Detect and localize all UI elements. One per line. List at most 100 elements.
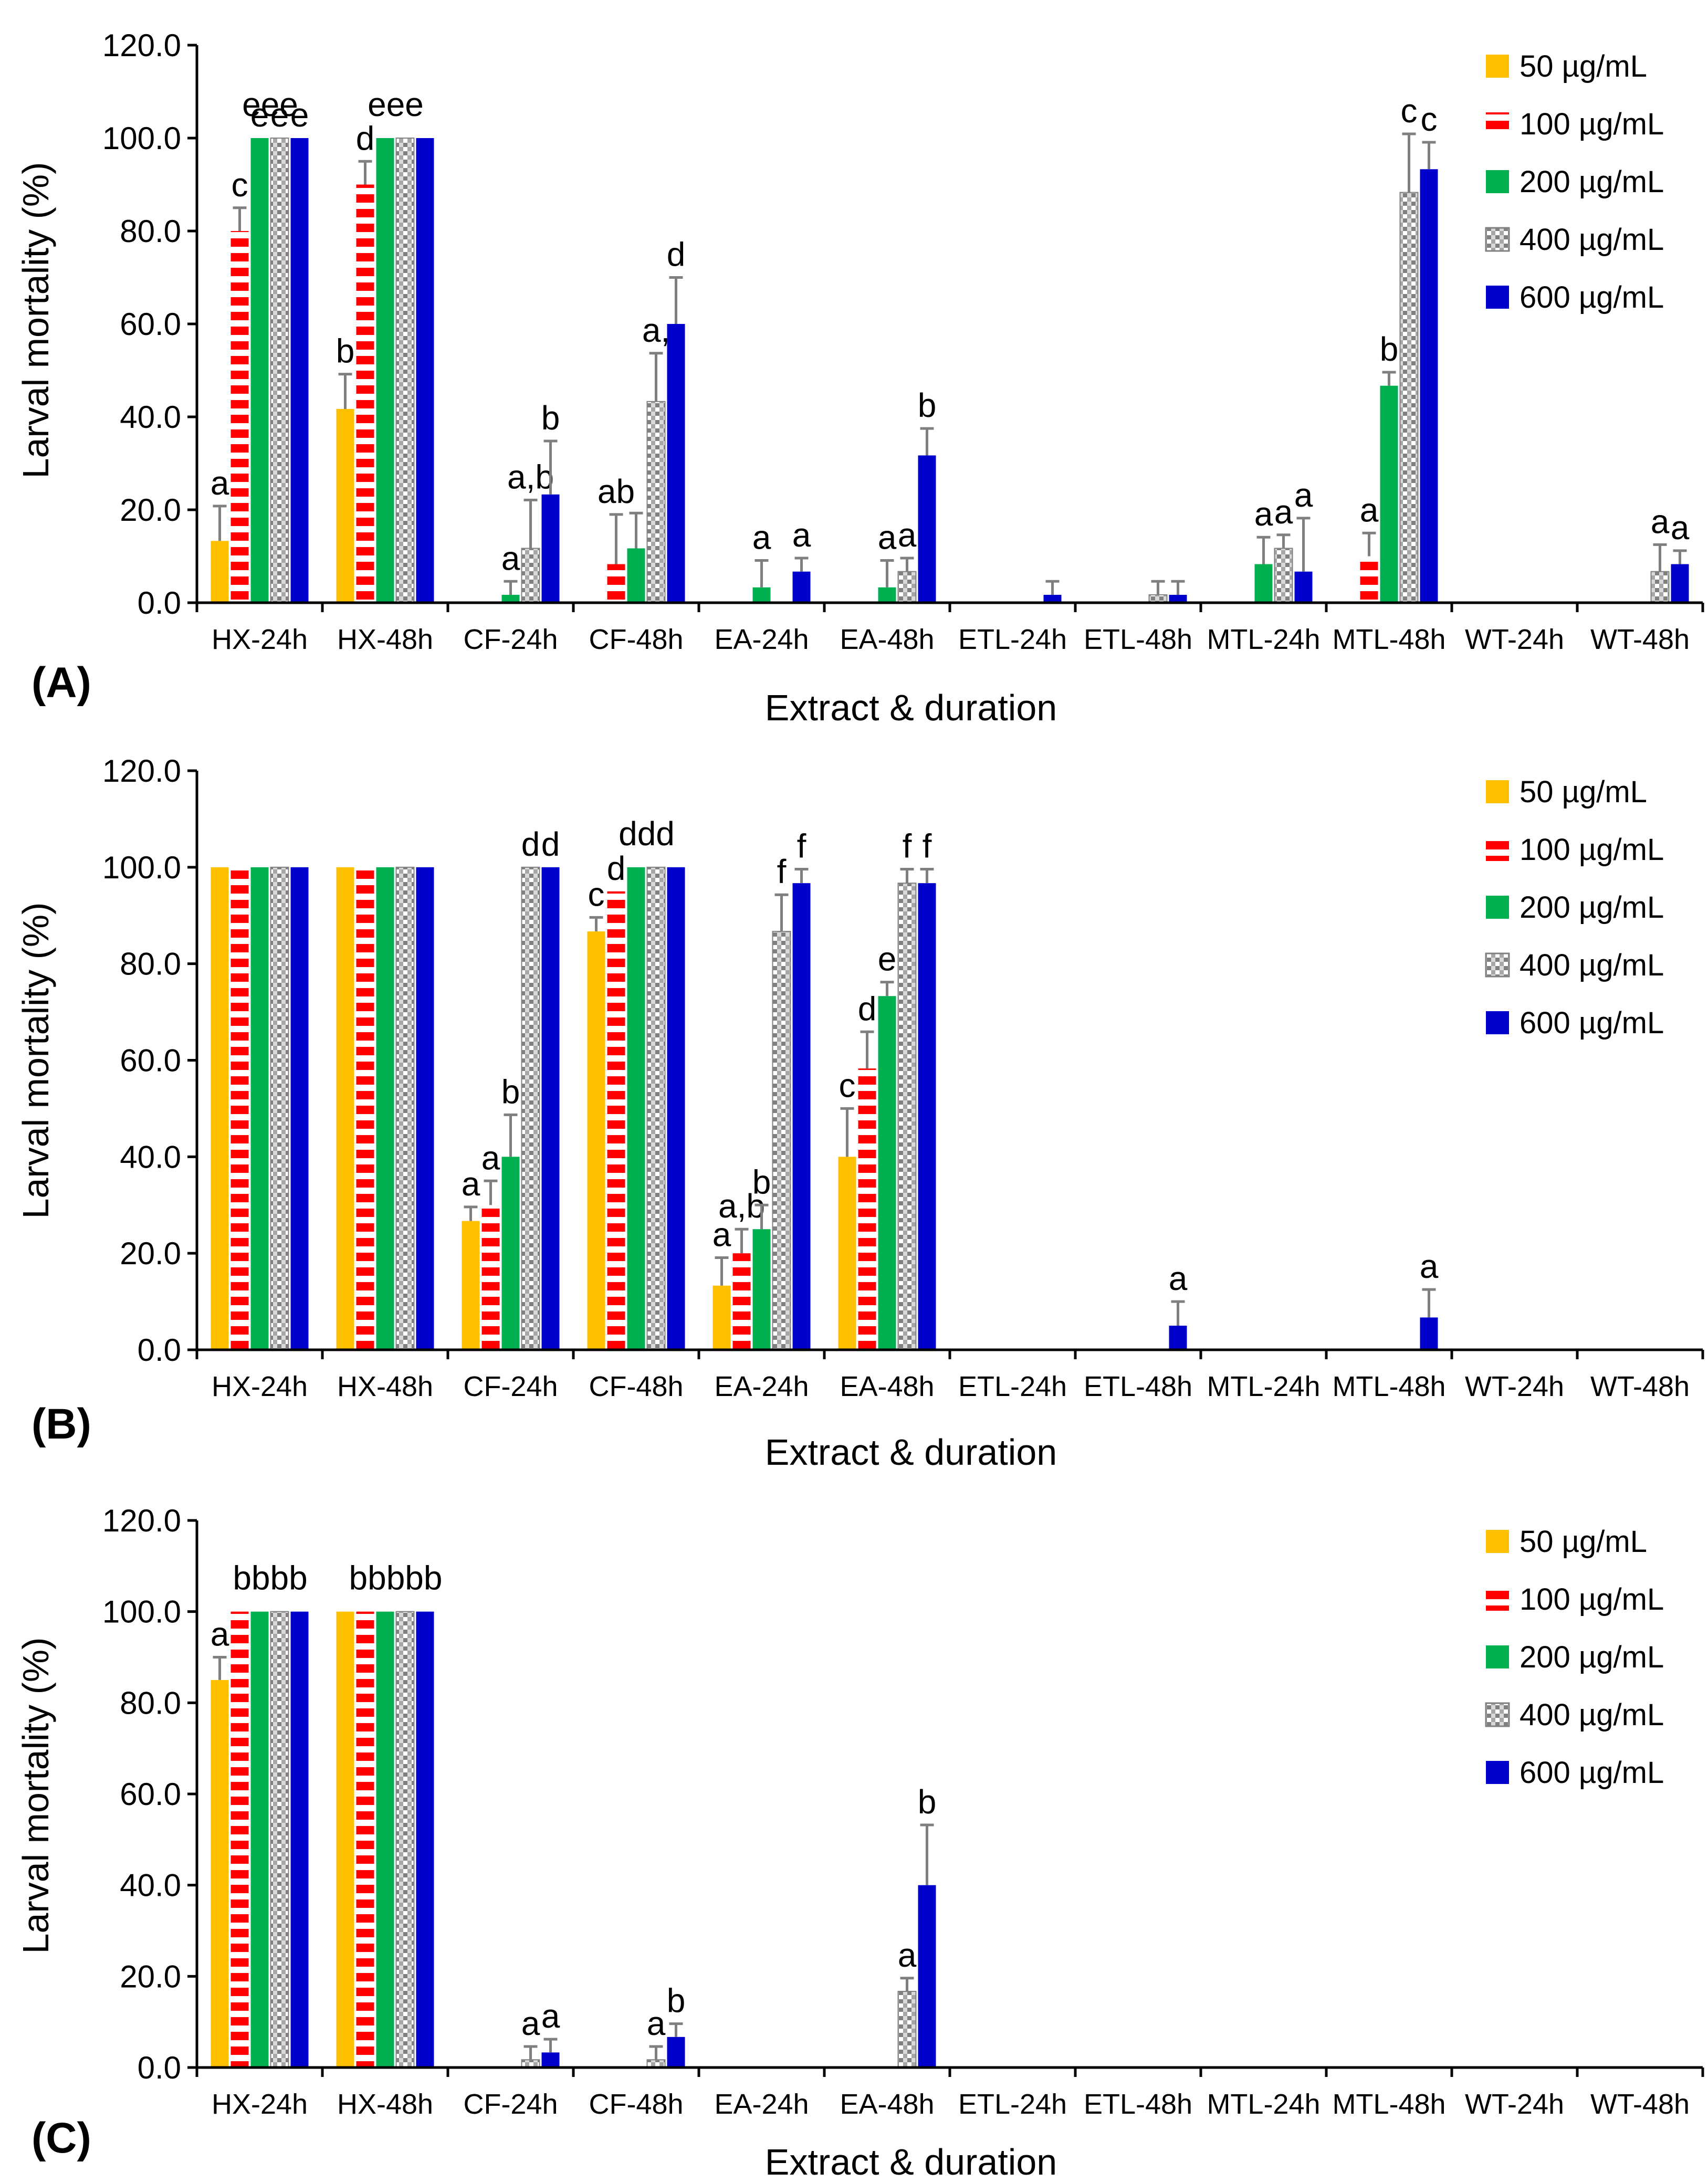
significance-letter: a [1274, 493, 1293, 531]
error-bar [1362, 531, 1376, 557]
significance-letter: a [1294, 476, 1313, 514]
error-bar [543, 439, 558, 495]
significance-letter: b [541, 399, 560, 437]
bar-400-g-ml-ea-48h [897, 883, 917, 1351]
y-tick-label: 20.0 [120, 492, 181, 528]
legend-swatch-400-g-ml [1485, 227, 1510, 252]
error-bar [920, 1823, 934, 1885]
y-tick-label: 0.0 [138, 1332, 181, 1368]
significance-letter: a [1671, 509, 1690, 547]
error-bar [1673, 549, 1687, 564]
bar-600-g-ml-wt-48h [1671, 564, 1689, 603]
legend-label: 100 µg/mL [1520, 107, 1664, 141]
bar-600-g-ml-mtl-48h [1420, 169, 1438, 603]
bar-600-g-ml-hx-48h [416, 138, 434, 603]
bar-100-g-ml-hx-48h [356, 867, 374, 1350]
y-tick-label: 40.0 [120, 1139, 181, 1174]
significance-letter: b [1380, 330, 1399, 368]
significance-letter: e [270, 96, 289, 134]
error-bar [1382, 371, 1396, 386]
significance-letter: a [211, 464, 229, 502]
legend-swatch-400-g-ml [1485, 1702, 1510, 1727]
significance-letter: a [752, 518, 771, 556]
legend-label: 600 µg/mL [1520, 1756, 1664, 1790]
bar-400-g-ml-hx-48h [395, 866, 415, 1351]
significance-letter: e [290, 96, 309, 134]
significance-letter: f [903, 827, 912, 865]
legend-swatch-600-g-ml [1486, 286, 1509, 309]
bar-400-g-ml-hx-24h [270, 138, 289, 603]
bar-50-g-ml-ea-24h [712, 1285, 731, 1350]
error-bar [338, 373, 352, 409]
significance-letter: a [1169, 1260, 1188, 1297]
significance-letter: c [1421, 100, 1438, 138]
bar-600-g-ml-cf-24h [541, 494, 560, 603]
bar-100-g-ml-cf-48h [607, 891, 625, 1350]
x-axis-title: Extract & duration [765, 687, 1057, 728]
y-tick-label: 60.0 [120, 307, 181, 342]
error-bar [1402, 132, 1416, 193]
error-bar [1653, 543, 1667, 572]
x-tick-label: ETL-48h [1084, 1371, 1192, 1402]
error-bar [715, 1256, 729, 1286]
bar-200-g-ml-ea-48h [878, 587, 896, 603]
legend-swatch-200-g-ml [1486, 170, 1509, 193]
bar-200-g-ml-hx-24h [250, 138, 269, 603]
significance-letter: a [462, 1165, 480, 1203]
bar-200-g-ml-mtl-24h [1254, 564, 1273, 603]
significance-letter: f [777, 853, 787, 890]
legend-label: 100 µg/mL [1520, 1582, 1664, 1617]
legend: 50 µg/mL 100 µg/mL 200 µg/mL 400 µg/mL 600 µ… [1485, 1525, 1664, 1790]
significance-letter: a [898, 1936, 917, 1974]
significance-letters-group: eee [368, 86, 424, 123]
bar-50-g-ml-hx-24h [211, 541, 229, 603]
x-tick-label: EA-48h [840, 1371, 934, 1402]
x-axis-title: Extract & duration [765, 1432, 1057, 1473]
x-tick-label: HX-48h [337, 1371, 433, 1402]
significance-letter: a [1651, 502, 1670, 540]
bar-100-g-ml-cf-24h [481, 1205, 500, 1350]
x-tick-label: MTL-48h [1332, 624, 1445, 655]
bar-600-g-ml-cf-48h [667, 867, 685, 1350]
error-bar [755, 1203, 769, 1230]
legend-swatch-100-g-ml [1486, 838, 1509, 861]
y-tick-label: 120.0 [102, 28, 181, 63]
x-tick-label: HX-48h [337, 2088, 433, 2120]
bar-600-g-ml-ea-48h [918, 883, 936, 1350]
x-tick-label: MTL-24h [1207, 624, 1320, 655]
x-tick-label: CF-48h [589, 624, 683, 655]
bar-200-g-ml-cf-24h [501, 594, 520, 603]
error-bar [358, 160, 372, 185]
bar-200-g-ml-hx-24h [250, 1611, 269, 2067]
error-bar [543, 2038, 558, 2053]
bar-200-g-ml-hx-48h [376, 1611, 394, 2067]
legend-label: 50 µg/mL [1520, 1525, 1647, 1559]
legend-label: 50 µg/mL [1520, 775, 1647, 809]
legend-label: 200 µg/mL [1520, 1640, 1664, 1674]
bar-200-g-ml-hx-48h [376, 867, 394, 1350]
y-axis-title: Larval mortality (%) [15, 902, 56, 1219]
significance-letter: a [521, 2004, 540, 2042]
significance-letter: c [588, 875, 605, 913]
y-tick-label: 120.0 [102, 753, 181, 789]
panel-label: (A) [32, 659, 91, 707]
y-tick-label: 80.0 [120, 214, 181, 249]
x-tick-label: CF-24h [463, 624, 558, 655]
bar-100-g-ml-mtl-48h [1360, 556, 1378, 603]
bar-400-g-ml-ea-48h [897, 1990, 917, 2068]
bar-600-g-ml-hx-48h [416, 1611, 434, 2067]
x-tick-label: MTL-48h [1332, 2088, 1445, 2120]
significance-letter: a [878, 518, 897, 556]
bar-600-g-ml-mtl-48h [1420, 1317, 1438, 1350]
bar-600-g-ml-ea-24h [792, 571, 811, 603]
error-bar [649, 352, 663, 402]
x-tick-label: HX-24h [212, 624, 308, 655]
error-bar [523, 498, 538, 549]
significance-letter: a [501, 539, 520, 577]
legend-swatch-600-g-ml [1486, 1761, 1509, 1784]
error-bar [900, 557, 914, 572]
bar-50-g-ml-hx-48h [336, 1611, 354, 2067]
